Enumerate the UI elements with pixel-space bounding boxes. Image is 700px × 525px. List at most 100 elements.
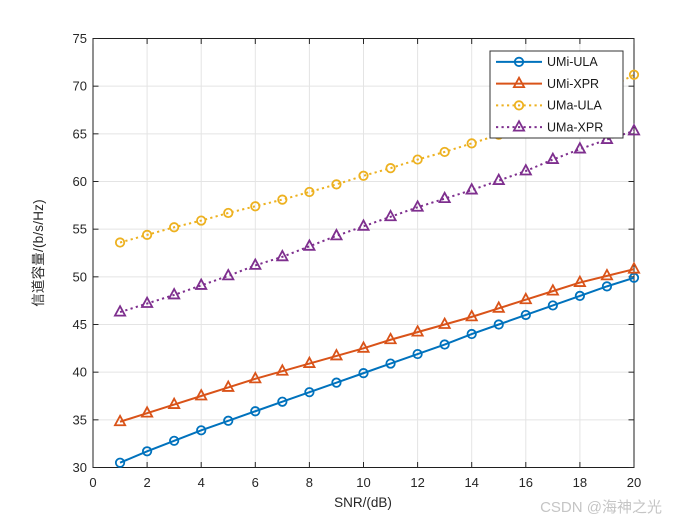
y-tick-label: 65	[73, 126, 87, 141]
series-uma-xpr-marker	[113, 304, 127, 317]
series-umi-ula-marker	[304, 387, 315, 398]
series-uma-ula-marker	[223, 207, 234, 219]
series-uma-ula-marker	[439, 146, 450, 158]
series-uma-ula-marker	[466, 138, 477, 149]
y-tick-label: 50	[73, 269, 87, 284]
series-uma-ula-marker	[250, 201, 261, 212]
series-uma-xpr-marker	[492, 172, 506, 185]
series-uma-xpr-marker	[329, 228, 344, 241]
y-tick-label: 75	[73, 31, 87, 46]
series-uma-ula-marker	[114, 237, 126, 248]
series-umi-ula-marker	[196, 425, 207, 436]
series-uma-ula-marker	[628, 69, 640, 80]
y-tick-label: 40	[73, 365, 87, 380]
series-uma-ula-marker	[304, 186, 315, 198]
series-umi-ula-marker	[358, 368, 369, 379]
series-umi-ula-marker	[250, 406, 261, 417]
legend-marker	[513, 100, 525, 111]
series-uma-xpr-marker	[275, 249, 289, 262]
series-uma-ula-marker	[169, 222, 180, 233]
series-umi-xpr-marker	[546, 283, 560, 296]
x-tick-label: 18	[573, 475, 587, 490]
y-tick-label: 55	[73, 222, 87, 237]
series-uma-xpr-marker	[410, 199, 425, 212]
series-umi-ula-marker	[466, 328, 477, 340]
x-tick-label: 2	[143, 475, 150, 490]
series-umi-xpr-marker	[465, 309, 479, 322]
series-umi-ula-marker	[520, 309, 531, 321]
x-tick-label: 8	[306, 475, 313, 490]
series-umi-ula-marker	[439, 339, 450, 350]
legend-label: UMi-XPR	[547, 77, 599, 91]
series-umi-xpr-marker	[383, 331, 398, 345]
series-umi-xpr-marker	[356, 340, 371, 353]
series-umi-ula-marker	[547, 300, 558, 311]
series-uma-ula-marker	[277, 194, 288, 205]
series-umi-xpr-marker	[438, 316, 452, 329]
series-umi-ula-marker	[142, 446, 153, 457]
series-uma-xpr-marker	[194, 277, 208, 290]
x-tick-label: 16	[519, 475, 533, 490]
series-uma-xpr-marker	[221, 268, 235, 281]
series-umi-xpr-marker	[410, 324, 425, 337]
series-uma-xpr-marker	[167, 287, 181, 300]
watermark-text: CSDN @海神之光	[540, 499, 662, 516]
y-tick-label: 35	[73, 412, 87, 427]
series-umi-ula-marker	[114, 457, 126, 468]
series-uma-ula-marker	[412, 154, 423, 165]
series-uma-xpr-marker	[546, 151, 560, 164]
series-umi-ula-marker	[277, 396, 288, 407]
series-umi-ula-marker	[412, 348, 423, 360]
x-tick-label: 0	[89, 475, 96, 490]
series-uma-ula-marker	[331, 179, 342, 190]
series-umi-xpr-marker	[140, 405, 154, 418]
series-uma-ula-marker	[385, 163, 396, 174]
x-tick-label: 20	[627, 475, 641, 490]
series-umi-xpr-marker	[113, 413, 127, 427]
series-uma-xpr-marker	[438, 190, 452, 204]
series-uma-xpr-marker	[302, 238, 317, 251]
series-umi-xpr-marker	[221, 379, 235, 392]
x-tick-label: 12	[410, 475, 424, 490]
series-umi-xpr-marker	[627, 261, 641, 274]
series-umi-xpr-marker	[329, 348, 344, 361]
series-umi-ula-marker	[331, 377, 342, 388]
series-umi-xpr-marker	[600, 268, 614, 281]
x-tick-label: 10	[356, 475, 370, 490]
series-uma-xpr-marker	[356, 218, 371, 231]
series-uma-xpr-marker	[383, 208, 398, 222]
series-umi-xpr-marker	[167, 396, 181, 409]
series-uma-ula-marker	[196, 215, 207, 226]
x-tick-label: 4	[198, 475, 205, 490]
series-uma-ula-marker	[142, 229, 153, 240]
y-tick-label: 45	[73, 317, 87, 332]
series-umi-xpr-marker	[302, 355, 317, 368]
x-axis-label: SNR/(dB)	[334, 495, 392, 510]
x-tick-label: 6	[252, 475, 259, 490]
series-umi-ula-marker	[169, 435, 180, 446]
x-tick-label: 14	[464, 475, 478, 490]
legend-marker	[513, 56, 525, 67]
series-umi-xpr-marker	[194, 388, 208, 401]
y-tick-label: 60	[73, 174, 87, 189]
series-uma-ula-marker	[358, 170, 369, 181]
series-umi-xpr-marker	[248, 371, 262, 384]
series-umi-xpr-marker	[492, 300, 506, 313]
series-umi-xpr-marker	[573, 274, 587, 287]
y-tick-label: 30	[73, 460, 87, 475]
legend-marker	[512, 119, 526, 132]
y-tick-label: 70	[73, 79, 87, 94]
series-umi-xpr-marker	[519, 291, 533, 305]
series-umi-ula-marker	[574, 290, 586, 301]
series-umi-ula-marker	[223, 415, 234, 426]
y-axis-label: 信道容量/(b/s/Hz)	[31, 199, 46, 307]
series-uma-xpr-marker	[627, 123, 641, 136]
series-uma-xpr-marker	[248, 257, 262, 270]
series-uma-xpr-marker	[465, 182, 479, 195]
legend-box	[489, 50, 624, 139]
series-uma-xpr-marker	[519, 163, 533, 176]
series-uma-xpr-marker	[140, 295, 154, 308]
series-uma-xpr-marker	[573, 141, 587, 154]
